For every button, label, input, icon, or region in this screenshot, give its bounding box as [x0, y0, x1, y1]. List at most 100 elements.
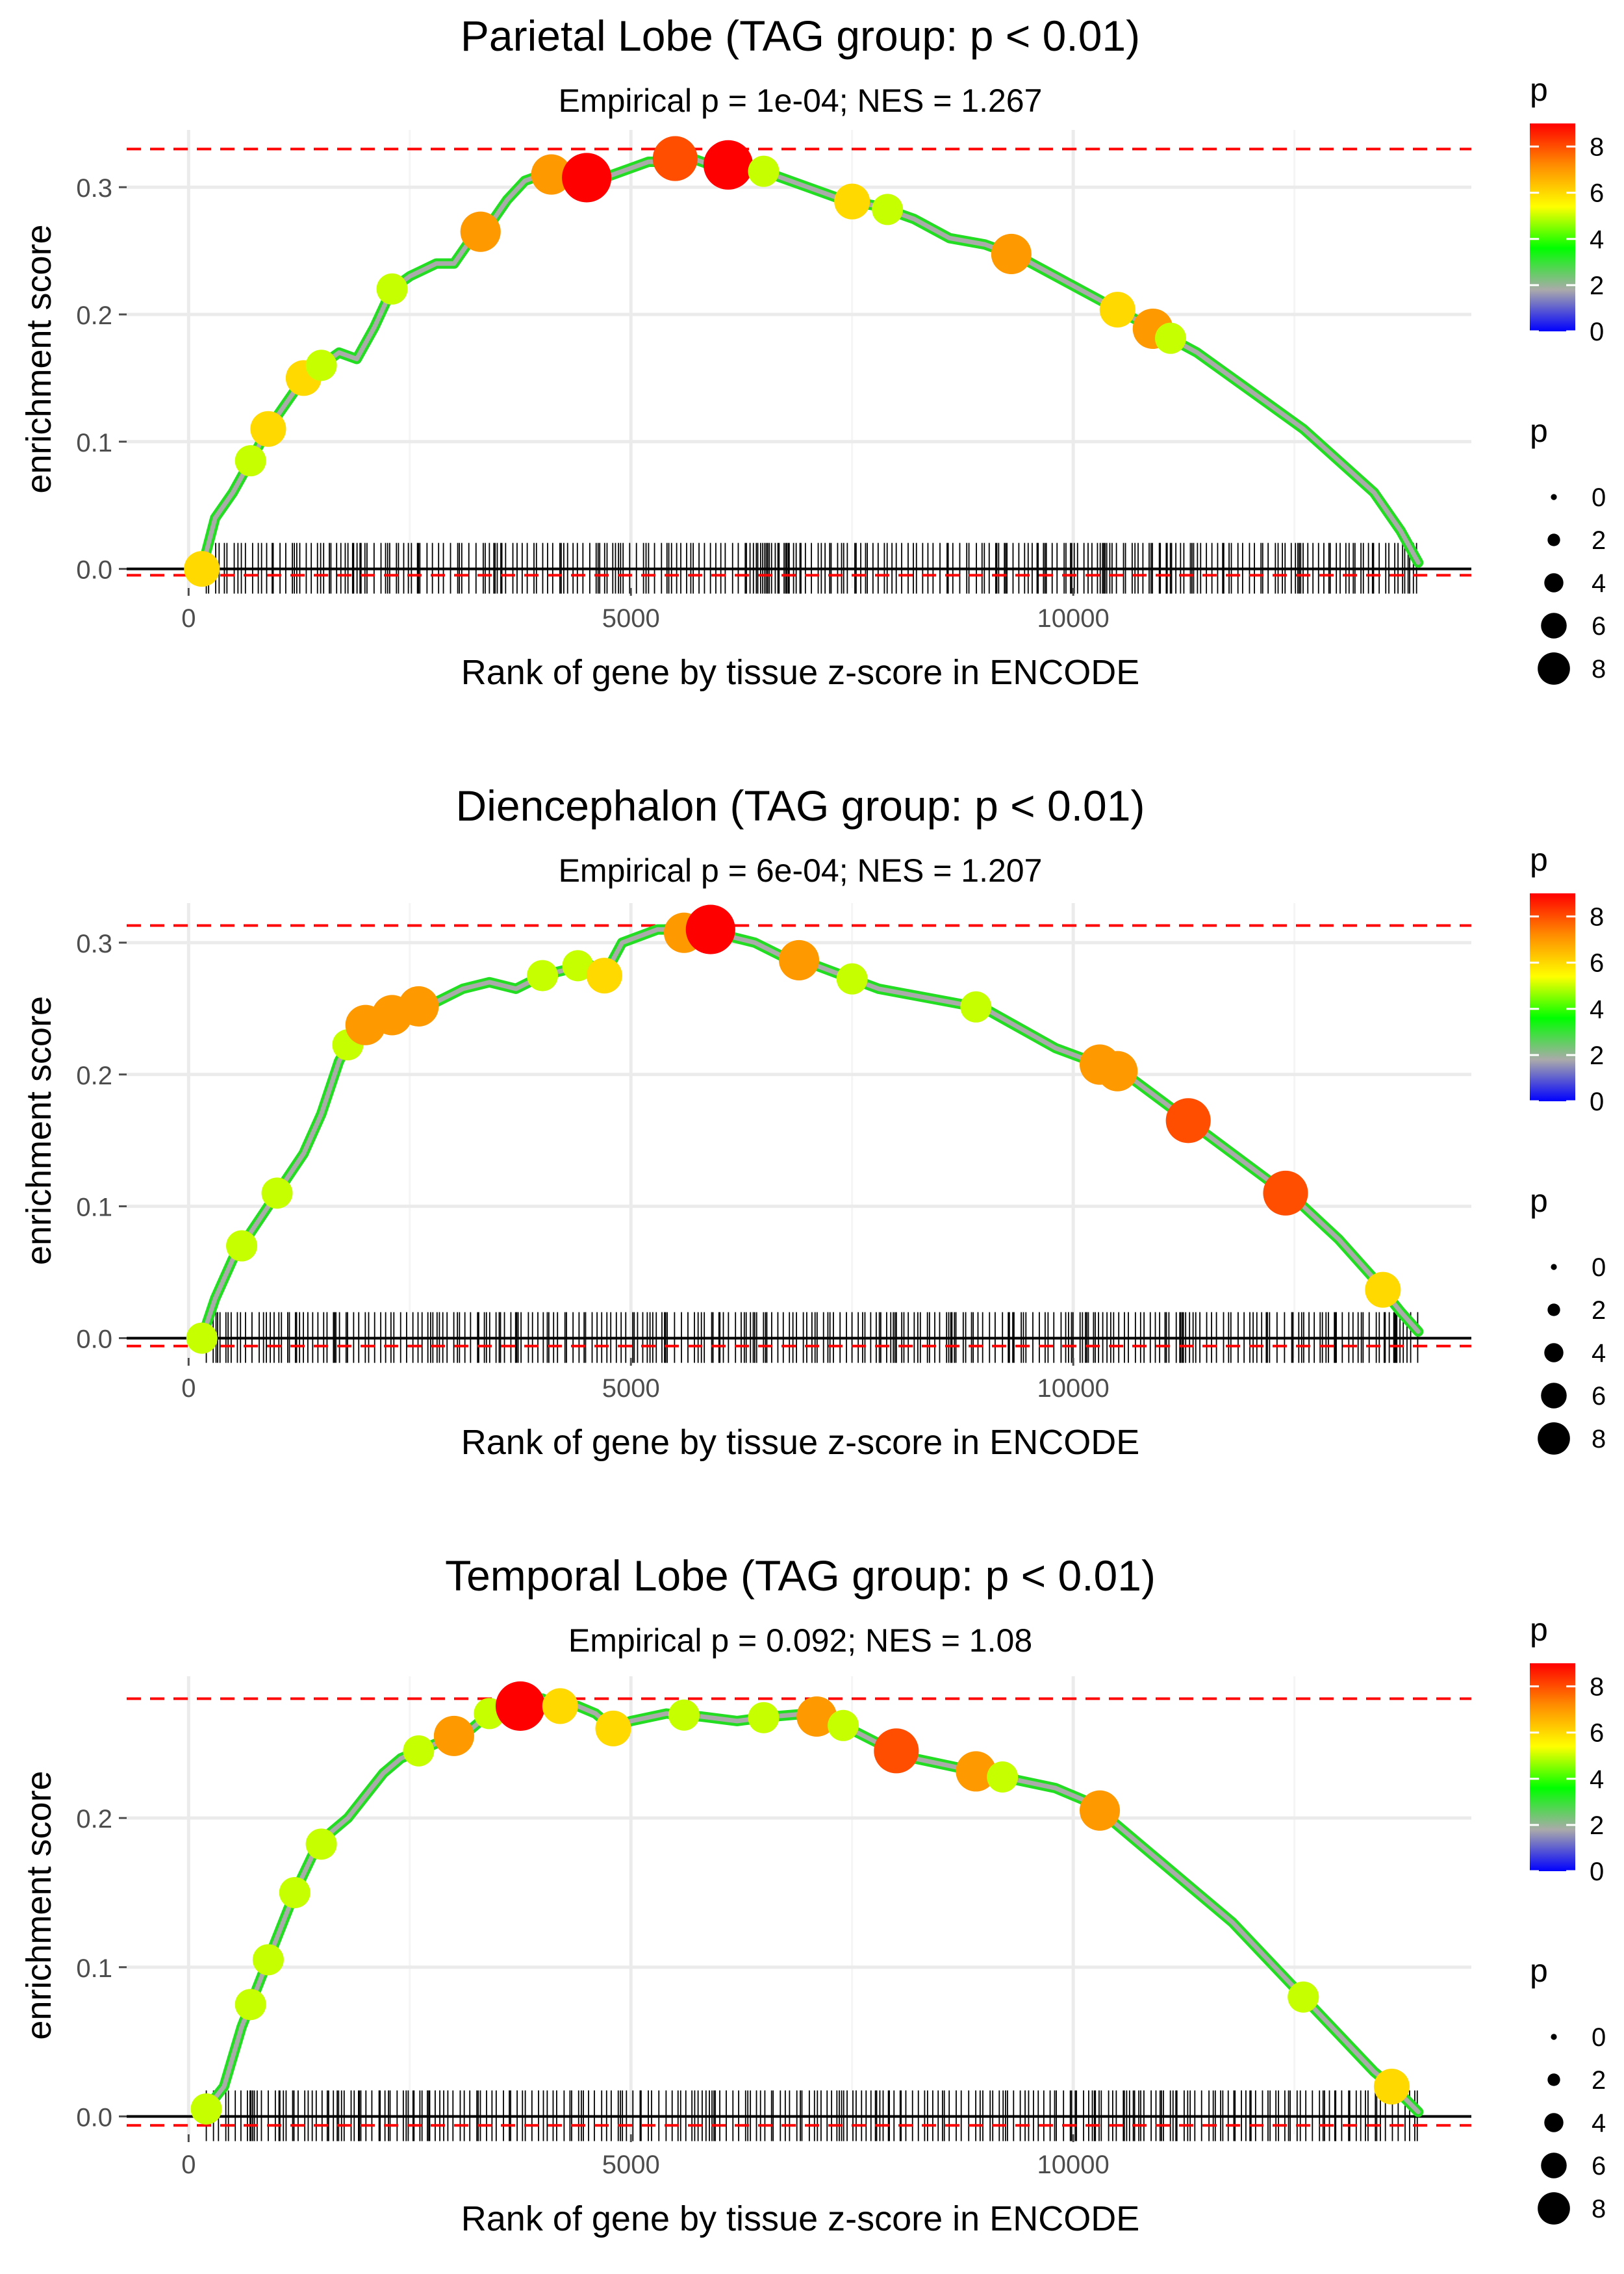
highlight-point	[279, 1876, 311, 1908]
highlight-point	[1365, 1271, 1401, 1308]
color-legend-label: 2	[1590, 272, 1604, 300]
y-tick-label: 0.1	[76, 429, 112, 457]
y-tick-label: 0.0	[76, 2103, 112, 2132]
size-legend-title: p	[1530, 413, 1548, 449]
highlight-point	[748, 1702, 780, 1733]
x-axis-label: Rank of gene by tissue z-score in ENCODE	[461, 1423, 1139, 1462]
color-legend-title: p	[1530, 1611, 1548, 1648]
color-legend-label: 0	[1590, 1858, 1604, 1886]
color-bar	[1530, 1663, 1575, 1871]
y-tick-label: 0.0	[76, 1325, 112, 1354]
size-legend-title: p	[1530, 1952, 1548, 1989]
highlight-point	[305, 350, 337, 381]
y-tick-label: 0.1	[76, 1194, 112, 1222]
highlight-point	[586, 958, 622, 994]
gridlines	[127, 1676, 1471, 2134]
size-legend-label: 0	[1592, 483, 1606, 512]
size-legend-label: 6	[1592, 1382, 1606, 1411]
highlight-point	[531, 154, 572, 195]
es-curve	[199, 153, 1421, 572]
highlight-point	[398, 986, 439, 1027]
x-tick-label: 5000	[602, 2151, 660, 2179]
color-legend-label: 4	[1590, 225, 1604, 254]
color-legend-label: 8	[1590, 1673, 1604, 1702]
color-bar	[1530, 123, 1575, 331]
highlight-point	[495, 1681, 546, 1731]
highlight-point	[235, 1989, 266, 2021]
highlight-point	[305, 1828, 337, 1860]
size-legend-label: 4	[1592, 2109, 1606, 2138]
highlight-point	[527, 960, 559, 991]
size-legend-dot	[1544, 1343, 1564, 1362]
highlight-point	[991, 233, 1032, 274]
chart-panel-1: Parietal Lobe (TAG group: p < 0.01) Empir…	[19, 12, 1606, 692]
color-legend-title: p	[1530, 841, 1548, 878]
y-tick-label: 0.3	[76, 930, 112, 958]
size-legend-label: 2	[1592, 2066, 1606, 2095]
color-bar	[1530, 893, 1575, 1101]
highlight-point	[226, 1230, 258, 1262]
highlight-point	[1099, 292, 1136, 328]
size-legend: p 0 2 4 6 8	[1530, 1952, 1606, 2225]
highlight-point	[235, 445, 266, 477]
y-tick-label: 0.1	[76, 1954, 112, 1983]
highlight-point	[433, 1715, 474, 1756]
color-legend-label: 6	[1590, 949, 1604, 978]
highlight-point	[562, 153, 612, 203]
highlight-point	[186, 1322, 218, 1354]
x-tick-label: 10000	[1037, 2151, 1110, 2179]
color-legend-title: p	[1530, 71, 1548, 108]
highlight-point	[1263, 1170, 1308, 1216]
color-legend-label: 8	[1590, 133, 1604, 162]
x-tick-label: 0	[181, 2151, 196, 2179]
y-tick-label: 0.3	[76, 174, 112, 203]
chart-panel-3: Temporal Lobe (TAG group: p < 0.01) Empir…	[19, 1552, 1606, 2238]
highlight-point	[834, 183, 870, 220]
size-legend-dot	[1544, 573, 1564, 593]
x-tick-label: 10000	[1037, 1374, 1110, 1403]
es-curve-outline	[196, 150, 1424, 574]
color-legend: p 0 2 4 6 8	[1530, 841, 1604, 1116]
highlight-point	[1288, 1981, 1319, 2013]
color-legend-label: 6	[1590, 1719, 1604, 1748]
y-tick-label: 0.2	[76, 301, 112, 330]
size-legend-dot	[1551, 494, 1557, 500]
x-tick-label: 5000	[602, 604, 660, 633]
highlight-points	[184, 136, 1186, 587]
size-legend-label: 0	[1592, 1253, 1606, 1282]
size-legend-label: 6	[1592, 2152, 1606, 2180]
highlight-points	[186, 904, 1401, 1354]
size-legend-label: 2	[1592, 1296, 1606, 1325]
highlight-point	[836, 963, 868, 995]
color-legend-label: 2	[1590, 1041, 1604, 1070]
highlight-point	[796, 1696, 837, 1737]
size-legend: p 0 2 4 6 8	[1530, 1182, 1606, 1455]
size-legend-dot	[1551, 2034, 1557, 2040]
size-legend-label: 6	[1592, 612, 1606, 641]
es-curve	[199, 927, 1421, 1341]
size-legend: p 0 2 4 6 8	[1530, 413, 1606, 685]
highlight-point	[250, 411, 286, 447]
highlight-point	[956, 1751, 996, 1792]
size-legend-label: 4	[1592, 569, 1606, 598]
color-legend-label: 8	[1590, 903, 1604, 932]
size-legend-dot	[1541, 1383, 1567, 1409]
es-curve	[204, 1696, 1421, 2115]
highlight-point	[1097, 1051, 1138, 1092]
y-axis-label: enrichment score	[19, 996, 58, 1265]
highlight-point	[252, 1944, 284, 1976]
highlight-point	[703, 140, 754, 190]
size-legend-dot	[1538, 652, 1570, 685]
highlight-point	[460, 211, 501, 252]
size-legend-label: 8	[1592, 655, 1606, 683]
x-tick-label: 0	[181, 1374, 196, 1403]
highlight-point	[652, 136, 698, 181]
highlight-point	[184, 551, 220, 587]
size-legend-label: 8	[1592, 2195, 1606, 2223]
size-legend-dot	[1541, 613, 1567, 639]
highlight-point	[542, 1688, 578, 1724]
color-legend: p 0 2 4 6 8	[1530, 1611, 1604, 1886]
size-legend-dot	[1547, 2073, 1560, 2086]
size-legend-label: 4	[1592, 1339, 1606, 1368]
